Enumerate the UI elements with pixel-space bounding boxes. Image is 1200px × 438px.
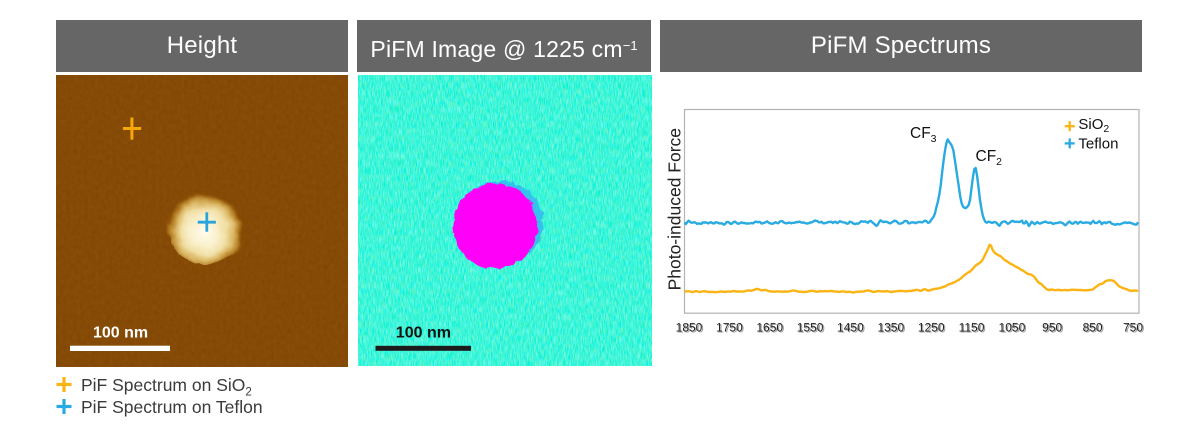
svg-text:1550: 1550 xyxy=(797,320,824,334)
svg-text:950: 950 xyxy=(1043,322,1063,336)
svg-text:1050: 1050 xyxy=(1000,322,1027,336)
svg-text:850: 850 xyxy=(1084,322,1104,336)
svg-text:CF2: CF2 xyxy=(976,148,1003,168)
svg-text:750: 750 xyxy=(1124,322,1144,336)
svg-text:1150: 1150 xyxy=(959,320,985,334)
svg-text:1550: 1550 xyxy=(798,322,825,336)
svg-text:100 nm: 100 nm xyxy=(396,325,451,342)
svg-text:1250: 1250 xyxy=(919,322,946,336)
svg-text:Photo-induced Force: Photo-induced Force xyxy=(665,128,685,290)
svg-text:1650: 1650 xyxy=(758,322,785,336)
svg-text:1850: 1850 xyxy=(676,320,703,334)
svg-text:1650: 1650 xyxy=(756,320,783,334)
svg-text:1350: 1350 xyxy=(877,320,904,334)
svg-text:Teflon: Teflon xyxy=(1078,135,1118,152)
svg-text:1450: 1450 xyxy=(837,320,864,334)
svg-text:1250: 1250 xyxy=(918,320,945,334)
svg-text:1150: 1150 xyxy=(960,322,986,336)
svg-text:950: 950 xyxy=(1042,320,1062,334)
svg-text:750: 750 xyxy=(1123,320,1143,334)
svg-text:100 nm: 100 nm xyxy=(93,325,148,342)
svg-text:1750: 1750 xyxy=(717,322,744,336)
svg-text:CF3: CF3 xyxy=(910,125,937,145)
svg-text:1450: 1450 xyxy=(838,322,865,336)
svg-text:1750: 1750 xyxy=(716,320,743,334)
svg-text:SiO2: SiO2 xyxy=(1078,116,1109,135)
svg-text:850: 850 xyxy=(1083,320,1103,334)
svg-text:1050: 1050 xyxy=(999,320,1026,334)
svg-text:1350: 1350 xyxy=(879,322,906,336)
svg-text:1850: 1850 xyxy=(677,322,704,336)
